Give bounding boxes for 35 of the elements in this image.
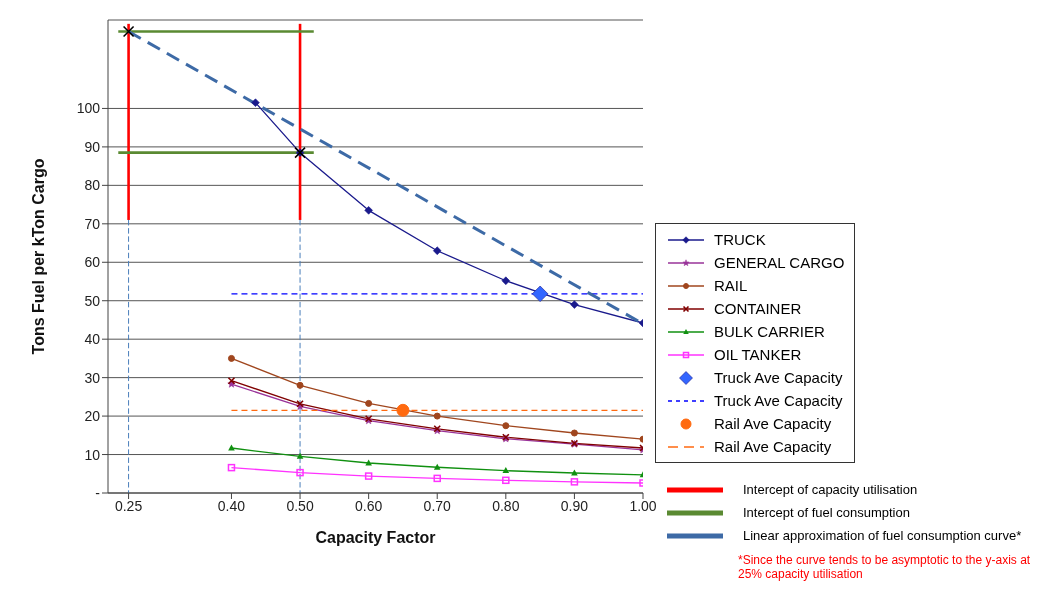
legend-label: CONTAINER [714,300,802,317]
legend-label: RAIL [714,277,748,294]
legend-label: GENERAL CARGO [714,254,845,271]
legend-label: BULK CARRIER [714,323,825,340]
y-tick-label: 70 [84,215,101,232]
legend-label: Rail Ave Capacity [714,438,832,455]
y-tick-label: 20 [84,408,101,425]
y-axis-title: Tons Fuel per kTon Cargo [29,158,47,355]
legend-label: TRUCK [714,231,766,248]
x-tick-label: 1.00 [629,497,657,514]
x-tick-label: 0.40 [217,497,246,514]
legend-label: OIL TANKER [714,346,802,363]
y-tick-label: 90 [84,138,101,155]
x-axis-title: Capacity Factor [315,529,436,546]
legend-label: Truck Ave Capacity [714,369,843,386]
x-tick-label: 0.25 [114,497,143,514]
legend-label: Truck Ave Capacity [714,392,843,409]
y-tick-label: - [95,484,101,501]
y-tick-label: 80 [84,177,101,194]
legend-label: Rail Ave Capacity [714,415,832,432]
y-tick-label: 100 [76,100,101,117]
legend-label: Intercept of capacity utilisation [743,482,918,497]
x-tick-label: 0.70 [423,497,452,514]
y-tick-label: 60 [84,254,101,271]
x-tick-label: 0.80 [492,497,520,514]
legend-label: Intercept of fuel consumption [743,505,910,520]
x-tick-label: 0.50 [286,497,314,514]
text: *Since the curve tends to be asymptotic to the y-axis at 25% capacity utilisation [738,553,1032,581]
legend-label: Linear approximation of fuel consumption curve* [743,528,1022,543]
y-tick-label: 50 [84,292,101,309]
y-tick-label: 40 [84,331,101,348]
x-tick-label: 0.90 [560,497,589,514]
y-tick-label: 30 [84,369,101,386]
x-tick-label: 0.60 [355,497,383,514]
y-tick-label: 10 [84,446,101,463]
